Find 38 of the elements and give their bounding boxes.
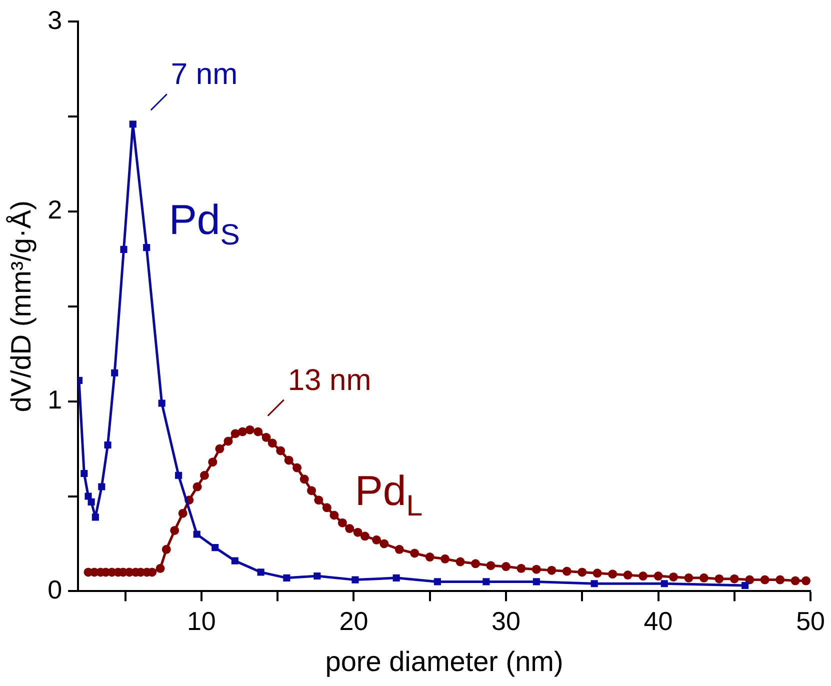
x-tick-label: 50: [796, 606, 825, 636]
point: [92, 514, 99, 521]
point: [80, 470, 88, 478]
y-tick-label: 3: [48, 4, 62, 35]
y-tick-label: 1: [48, 384, 62, 415]
point: [104, 441, 112, 449]
y-axis-title: dV/dD (mm³/g·Å): [6, 200, 37, 412]
point: [98, 483, 106, 490]
point: [590, 580, 598, 588]
point: [88, 498, 95, 506]
annotation: 7 nm: [170, 58, 238, 92]
point: [742, 582, 749, 590]
point: [193, 530, 200, 538]
x-tick-label: 40: [644, 606, 673, 636]
point: [392, 574, 400, 582]
point: [257, 568, 264, 576]
point: [231, 557, 238, 564]
point: [314, 572, 321, 580]
y-tick-label: 0: [48, 574, 62, 604]
x-axis-title: pore diameter (nm): [325, 646, 564, 677]
point: [212, 544, 219, 552]
x-tick-label: 10: [186, 606, 216, 636]
point: [158, 400, 166, 407]
point: [143, 244, 150, 252]
x-tick-label: 30: [492, 606, 520, 636]
x-tick-label: 20: [339, 606, 368, 636]
point: [175, 472, 182, 479]
point: [660, 580, 668, 588]
annotation: 13 nm: [288, 364, 372, 397]
point: [434, 578, 441, 586]
point: [352, 576, 359, 584]
point: [111, 369, 118, 376]
y-tick-label: 2: [48, 194, 62, 225]
point: [129, 120, 136, 128]
point: [482, 578, 490, 586]
point: [120, 246, 128, 253]
point: [532, 578, 540, 586]
point: [283, 574, 290, 582]
